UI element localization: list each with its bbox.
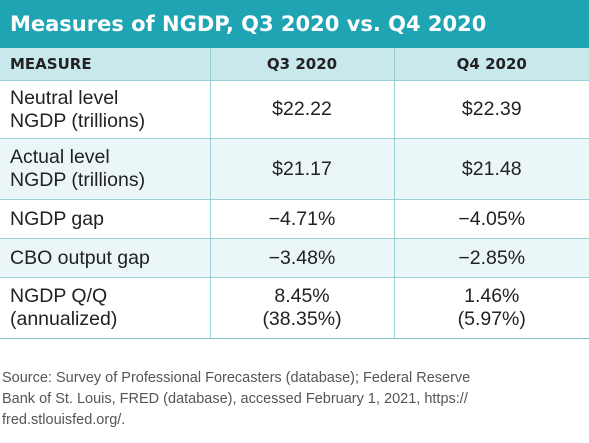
q4-value: $21.48 [461, 157, 522, 180]
q4-value-cell: $21.48 [393, 138, 589, 200]
q3-value-cell: $21.17 [209, 138, 394, 200]
table-row: Neutral level NGDP (trillions) $22.22 $2… [0, 80, 589, 139]
source-note: Source: Survey of Professional Forecaste… [0, 368, 589, 431]
q3-value: −4.71% [268, 207, 336, 230]
q3-value: −3.48% [268, 246, 336, 269]
measure-cell: Actual level NGDP (trillions) [0, 138, 210, 200]
table-row: NGDP gap −4.71% −4.05% [0, 199, 589, 239]
q3-value: $21.17 [272, 157, 332, 180]
table-row: CBO output gap −3.48% −2.85% [0, 238, 589, 278]
q4-value: (5.97%) [457, 308, 526, 330]
q3-value: $22.22 [272, 98, 332, 120]
measure-line: NGDP gap [10, 207, 104, 230]
q3-value-cell: −3.48% [209, 238, 394, 278]
measure-line: NGDP Q/Q [10, 285, 108, 307]
table-row: Actual level NGDP (trillions) $21.17 $21… [0, 138, 589, 200]
q3-value-cell: $22.22 [209, 80, 394, 139]
measure-line: Actual level [10, 146, 110, 168]
q4-value-cell: −4.05% [393, 199, 589, 239]
q3-value-cell: −4.71% [209, 199, 394, 239]
ngdp-measures-table: MEASURE Q3 2020 Q4 2020 Neutral level NG… [0, 48, 589, 339]
header-measure: MEASURE [0, 48, 210, 81]
source-line: fred.stlouisfed.org/. [2, 412, 126, 428]
header-q3-2020: Q3 2020 [209, 48, 394, 81]
measure-line: NGDP (trillions) [10, 109, 146, 132]
table-row: NGDP Q/Q (annualized) 8.45% (38.35%) 1.4… [0, 277, 589, 339]
measure-cell: Neutral level NGDP (trillions) [0, 80, 210, 139]
measure-cell: CBO output gap [0, 238, 210, 278]
source-line: Source: Survey of Professional Forecaste… [2, 370, 471, 386]
header-q4-2020: Q4 2020 [393, 48, 589, 81]
q3-value-cell: 8.45% (38.35%) [209, 277, 394, 339]
q4-value-cell: $22.39 [393, 80, 589, 139]
q3-value: 8.45% [274, 285, 330, 307]
measure-line: (annualized) [10, 308, 118, 330]
q4-value-cell: 1.46% (5.97%) [393, 277, 589, 339]
q4-value: −4.05% [458, 207, 526, 230]
q4-value-cell: −2.85% [393, 238, 589, 278]
header-row: MEASURE Q3 2020 Q4 2020 [0, 48, 589, 81]
q4-value: −2.85% [458, 246, 526, 269]
measure-cell: NGDP gap [0, 199, 210, 239]
measure-line: CBO output gap [10, 246, 150, 269]
q3-value: (38.35%) [262, 308, 342, 330]
source-line: Bank of St. Louis, FRED (database), acce… [2, 391, 468, 407]
q4-value: $22.39 [461, 98, 522, 120]
table-title: Measures of NGDP, Q3 2020 vs. Q4 2020 [0, 0, 589, 48]
measure-cell: NGDP Q/Q (annualized) [0, 277, 210, 339]
measure-line: Neutral level [10, 86, 119, 109]
measure-line: NGDP (trillions) [10, 169, 146, 191]
q4-value: 1.46% [464, 285, 520, 307]
